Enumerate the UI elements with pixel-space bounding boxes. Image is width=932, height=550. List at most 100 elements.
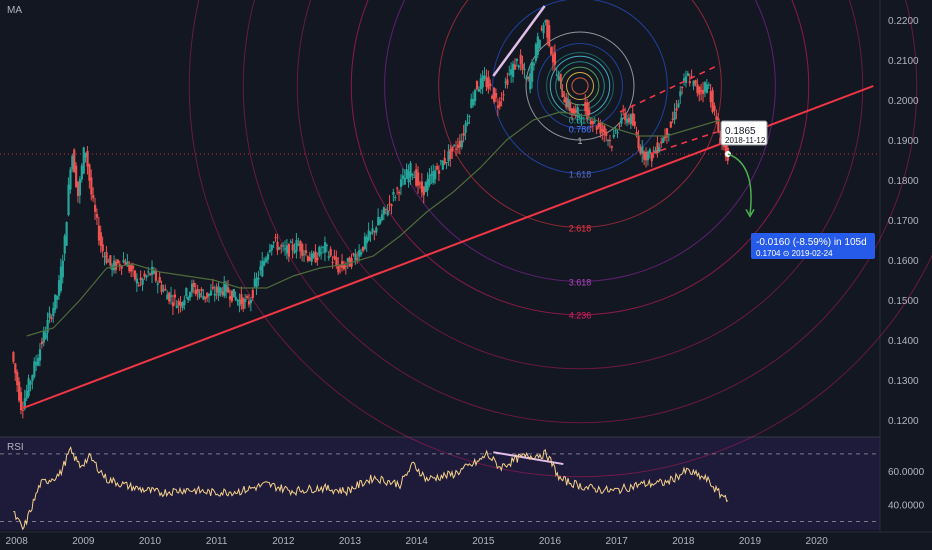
candle-body <box>418 183 422 185</box>
candle-body <box>645 151 648 161</box>
candle-body <box>411 174 414 176</box>
candle-body <box>145 275 148 278</box>
candle-body <box>673 111 676 120</box>
candle-body <box>692 80 695 87</box>
candle-body <box>291 244 294 251</box>
candle-body <box>468 116 471 118</box>
candle-body <box>620 117 623 124</box>
candle-body <box>244 299 247 302</box>
candle-body <box>196 288 199 293</box>
candle-body <box>251 290 254 299</box>
candle-body <box>84 152 87 158</box>
candle-body <box>352 253 355 255</box>
candle-body <box>698 86 701 95</box>
rsi-tick-label: 40.0000 <box>888 501 925 512</box>
candle-body <box>177 300 180 306</box>
candle-body <box>534 44 538 61</box>
candle-body <box>124 262 127 266</box>
candle-body <box>453 145 456 147</box>
candle-body <box>652 150 655 152</box>
candle-body <box>274 237 277 239</box>
candle-body <box>485 78 488 87</box>
candle-body <box>185 288 188 297</box>
fib-circle-1.618 <box>492 0 668 174</box>
candle-body <box>654 150 657 154</box>
candle-body <box>314 251 317 263</box>
candle-body <box>246 296 249 299</box>
candle-body <box>80 165 83 180</box>
candle-body <box>626 119 629 123</box>
candle-body <box>405 169 408 179</box>
candle-body <box>491 95 494 99</box>
candle-body <box>211 286 215 289</box>
candle-body <box>702 89 705 94</box>
candle-body <box>272 241 275 243</box>
rsi-indicator-label[interactable]: RSI <box>7 442 24 453</box>
candle-body <box>648 149 652 154</box>
candle-body <box>97 225 101 241</box>
candle-body <box>437 170 441 174</box>
price-tick-label: 0.1800 <box>888 176 919 187</box>
candle-body <box>40 341 44 345</box>
rsi-tick-label: 60.0000 <box>888 467 925 478</box>
candle-body <box>171 302 175 307</box>
candle-body <box>508 73 511 75</box>
fib-label: 0.786 <box>569 124 592 134</box>
candle-body <box>57 280 61 296</box>
candle-body <box>183 299 186 306</box>
candle-body <box>308 257 311 262</box>
projection-change: -0.0160 (-8.59%) in 105d <box>756 237 867 248</box>
candle-body <box>306 256 310 261</box>
candle-body <box>31 375 34 382</box>
candle-body <box>293 250 296 253</box>
candle-body <box>639 147 642 154</box>
candle-body <box>510 69 513 75</box>
time-tick-label: 2018 <box>672 536 695 547</box>
candle-body <box>175 305 178 308</box>
candle-body <box>588 109 591 115</box>
candle-body <box>633 121 636 127</box>
candle-body <box>703 82 707 92</box>
candle-body <box>711 90 714 112</box>
candle-body <box>166 294 169 300</box>
candle-body <box>37 358 40 366</box>
candle-body <box>523 69 526 71</box>
candle-body <box>325 245 329 247</box>
candle-body <box>52 308 55 317</box>
candle-body <box>624 112 627 121</box>
ma-indicator-label[interactable]: MA <box>7 5 22 16</box>
candle-body <box>683 78 686 81</box>
candle-body <box>133 270 137 280</box>
current-price-value: 0.1865 <box>725 126 756 137</box>
fib-circle-3.618 <box>384 0 776 282</box>
candle-body <box>449 149 452 159</box>
candle-body <box>230 290 234 302</box>
price-tick-label: 0.1400 <box>888 336 919 347</box>
time-tick-label: 2013 <box>339 536 362 547</box>
candle-body <box>591 121 595 125</box>
candle-body <box>194 289 197 295</box>
candle-body <box>187 296 190 301</box>
time-tick-label: 2009 <box>72 536 95 547</box>
candle-body <box>348 257 351 267</box>
candle-body <box>432 170 435 183</box>
candle-body <box>512 63 515 78</box>
candle-body <box>21 409 25 411</box>
candle-body <box>141 278 144 285</box>
time-tick-label: 2017 <box>606 536 629 547</box>
candle-body <box>494 92 498 98</box>
candle-body <box>690 76 693 78</box>
candle-body <box>234 296 237 300</box>
candle-body <box>669 121 672 128</box>
candle-body <box>19 392 23 411</box>
candle-body <box>544 20 547 23</box>
candle-body <box>46 319 49 333</box>
candle-body <box>561 90 564 98</box>
candle-body <box>572 108 576 116</box>
candle-body <box>567 99 570 107</box>
candle-body <box>477 89 481 92</box>
candle-body <box>312 252 315 258</box>
candle-body <box>487 76 490 89</box>
candle-body <box>14 363 17 374</box>
